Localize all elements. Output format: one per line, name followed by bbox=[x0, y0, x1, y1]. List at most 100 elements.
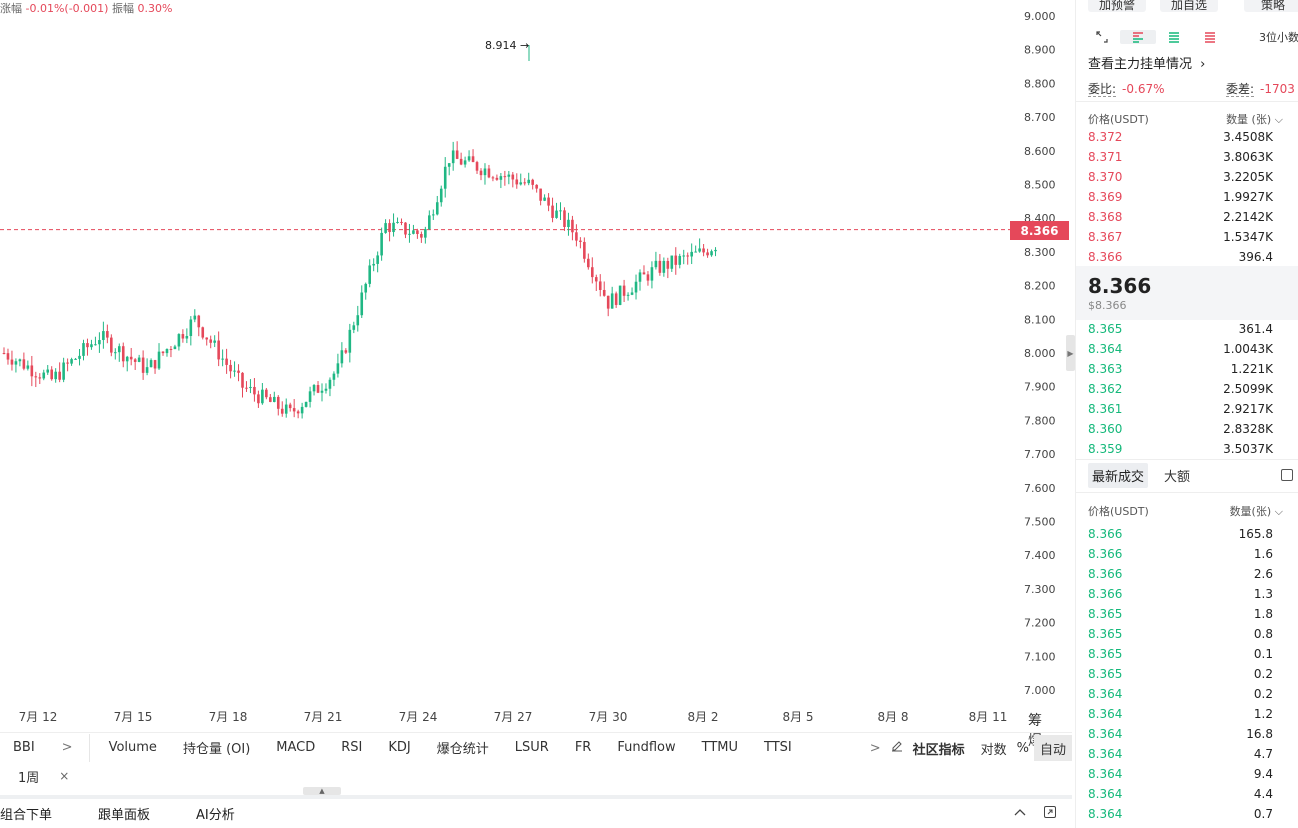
tab-ai-analysis[interactable]: AI分析 bbox=[196, 808, 235, 823]
bid-row[interactable]: 8.361 2.9217K bbox=[1088, 399, 1273, 419]
trade-row[interactable]: 8.364 4.4 bbox=[1088, 784, 1273, 804]
panel-collapse-toggle[interactable]: ▶ bbox=[1066, 335, 1075, 371]
indicator-kdj[interactable]: KDJ bbox=[388, 740, 411, 755]
trades-quantity-header[interactable]: 数量(张) ⌵ bbox=[1230, 503, 1283, 519]
percent-scale-button[interactable]: % bbox=[1016, 740, 1029, 756]
indicator-volume[interactable]: Volume bbox=[108, 740, 157, 755]
ask-row[interactable]: 8.367 1.5347K bbox=[1088, 227, 1273, 247]
candle-body bbox=[630, 292, 634, 295]
ask-row[interactable]: 8.366 396.4 bbox=[1088, 247, 1273, 267]
trade-row[interactable]: 8.366 2.6 bbox=[1088, 564, 1273, 584]
add-alert-button[interactable]: 加预警 bbox=[1088, 0, 1146, 12]
indicator-fr[interactable]: FR bbox=[574, 740, 592, 755]
chevron-right-icon[interactable]: > bbox=[61, 740, 73, 755]
community-indicators-button[interactable]: 社区指标 bbox=[912, 742, 965, 758]
kline-chart[interactable]: 9.0008.9008.8008.7008.6008.5008.4008.300… bbox=[0, 0, 1072, 732]
ask-row-price: 8.370 bbox=[1088, 170, 1123, 184]
candle-body bbox=[567, 219, 570, 227]
candle-body bbox=[265, 389, 268, 398]
bid-row[interactable]: 8.364 1.0043K bbox=[1088, 339, 1273, 359]
expand-icon[interactable] bbox=[1084, 30, 1120, 44]
bid-row[interactable]: 8.360 2.8328K bbox=[1088, 419, 1273, 439]
candle-body bbox=[292, 408, 296, 412]
trade-row[interactable]: 8.364 0.7 bbox=[1088, 804, 1273, 824]
bid-row[interactable]: 8.365 361.4 bbox=[1088, 319, 1273, 339]
indicator-bbi[interactable]: BBI bbox=[13, 740, 35, 755]
trade-row[interactable]: 8.364 0.2 bbox=[1088, 684, 1273, 704]
whale-orders-label: 查看主力挂单情况 bbox=[1088, 57, 1193, 72]
bid-row[interactable]: 8.362 2.5099K bbox=[1088, 379, 1273, 399]
popout-icon[interactable] bbox=[1044, 805, 1056, 822]
edit-icon[interactable] bbox=[886, 740, 908, 756]
trade-row[interactable]: 8.366 1.6 bbox=[1088, 544, 1273, 564]
bids-only-view-icon[interactable] bbox=[1156, 30, 1192, 44]
indicator-ttmu[interactable]: TTMU bbox=[701, 740, 738, 755]
ask-row[interactable]: 8.372 3.4508K bbox=[1088, 127, 1273, 147]
candle-body bbox=[360, 292, 364, 316]
trade-row-price: 8.365 bbox=[1088, 607, 1123, 621]
trade-row[interactable]: 8.364 16.8 bbox=[1088, 724, 1273, 744]
resize-handle[interactable]: ▲ bbox=[303, 787, 341, 795]
ask-row[interactable]: 8.368 2.2142K bbox=[1088, 207, 1273, 227]
trade-row-quantity: 1.3 bbox=[1253, 587, 1273, 601]
x-tick-label: 8月 5 bbox=[782, 710, 813, 724]
decimals-selector[interactable]: 3位小数 bbox=[1259, 31, 1298, 44]
tab-latest-trades[interactable]: 最新成交 bbox=[1088, 462, 1149, 488]
ask-row[interactable]: 8.369 1.9927K bbox=[1088, 187, 1273, 207]
trade-row[interactable]: 8.365 0.2 bbox=[1088, 664, 1273, 684]
candle-body bbox=[90, 344, 93, 348]
trade-row[interactable]: 8.365 0.1 bbox=[1088, 644, 1273, 664]
indicator-fundflow[interactable]: Fundflow bbox=[617, 740, 676, 755]
bid-row[interactable]: 8.359 3.5037K bbox=[1088, 439, 1273, 459]
indicator-right-group: > 社区指标 对数 % 自动 bbox=[865, 733, 1072, 763]
candle-body bbox=[50, 369, 53, 380]
asks-only-view-icon[interactable] bbox=[1192, 30, 1228, 44]
ask-row[interactable]: 8.370 3.2205K bbox=[1088, 167, 1273, 187]
log-scale-button[interactable]: 对数 bbox=[980, 742, 1007, 758]
ask-row[interactable]: 8.371 3.8063K bbox=[1088, 147, 1273, 167]
indicator-lsur[interactable]: LSUR bbox=[514, 740, 549, 755]
kline-chart-area[interactable]: 9.000 8.900 8.800 8.700 8.600 8.500 8.400 8.300… bbox=[0, 0, 1072, 749]
indicator-rsi[interactable]: RSI bbox=[341, 740, 363, 755]
trade-row[interactable]: 8.364 4.7 bbox=[1088, 744, 1273, 764]
candle-body bbox=[141, 357, 145, 373]
tab-copy-trade[interactable]: 跟单面板 bbox=[98, 808, 151, 823]
both-sides-view-icon[interactable] bbox=[1120, 30, 1156, 44]
candle-body bbox=[348, 329, 352, 353]
quantity-column-header[interactable]: 数量 (张) ⌵ bbox=[1226, 111, 1283, 127]
trade-row[interactable]: 8.365 1.8 bbox=[1088, 604, 1273, 624]
close-icon[interactable]: × bbox=[59, 769, 70, 783]
x-tick-label: 7月 15 bbox=[114, 710, 153, 724]
whale-orders-link[interactable]: 查看主力挂单情况 › bbox=[1088, 53, 1205, 72]
tab-combo-order[interactable]: 组合下单 bbox=[0, 808, 53, 823]
auto-scale-button[interactable]: 自动 bbox=[1033, 735, 1072, 761]
period-row: 1周 × bbox=[0, 762, 1072, 790]
candle-body bbox=[372, 263, 375, 266]
period-tag[interactable]: 1周 bbox=[18, 770, 40, 786]
trade-row[interactable]: 8.366 1.3 bbox=[1088, 584, 1273, 604]
trade-row[interactable]: 8.364 1.2 bbox=[1088, 704, 1273, 724]
indicator-open-interest[interactable]: 持仓量 (OI) bbox=[182, 742, 251, 757]
add-watchlist-button[interactable]: 加自选 bbox=[1160, 0, 1218, 12]
bid-row[interactable]: 8.363 1.221K bbox=[1088, 359, 1273, 379]
bids-list: 8.365 361.4 8.364 1.0043K 8.363 1.221K 8.362 2.… bbox=[1088, 319, 1273, 459]
candle-body bbox=[217, 340, 220, 360]
trade-row[interactable]: 8.364 9.4 bbox=[1088, 764, 1273, 784]
indicator-ttsi[interactable]: TTSI bbox=[764, 740, 792, 755]
trade-row[interactable]: 8.365 0.8 bbox=[1088, 624, 1273, 644]
indicator-macd[interactable]: MACD bbox=[276, 740, 316, 755]
filter-checkbox[interactable] bbox=[1281, 469, 1293, 481]
candle-body bbox=[451, 150, 455, 164]
trade-row-price: 8.364 bbox=[1088, 687, 1123, 701]
price-column-header: 价格(USDT) bbox=[1088, 113, 1149, 126]
candle-body bbox=[30, 365, 34, 377]
strategy-button[interactable]: 策略 bbox=[1244, 0, 1298, 12]
chip-distribution-button[interactable]: 筹 bbox=[1028, 713, 1042, 729]
more-indicators-icon[interactable]: > bbox=[869, 740, 881, 756]
candle-body bbox=[229, 364, 232, 372]
chevron-up-icon[interactable] bbox=[1014, 806, 1026, 822]
tab-large-trades[interactable]: 大额 bbox=[1164, 469, 1191, 485]
trade-row[interactable]: 8.366 165.8 bbox=[1088, 524, 1273, 544]
indicator-liquidation[interactable]: 爆仓统计 bbox=[436, 742, 489, 757]
candle-body bbox=[157, 351, 161, 369]
